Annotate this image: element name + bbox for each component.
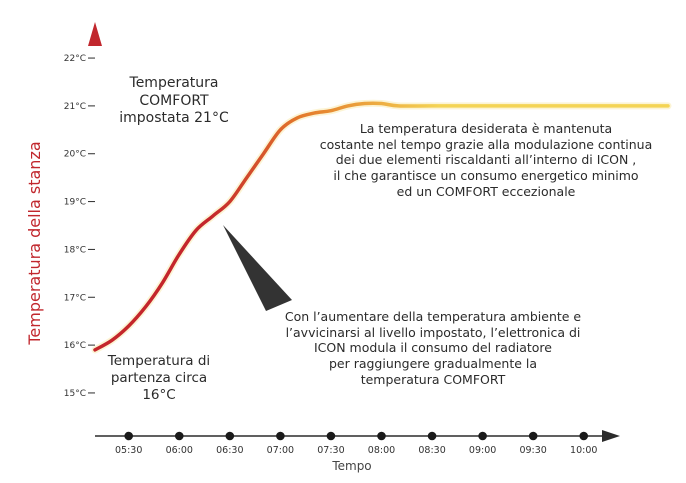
y-tick-label: 15°C — [64, 389, 86, 399]
x-tick-label: 10:00 — [570, 445, 597, 456]
approach-line-4: per raggiungere gradualmente la — [328, 355, 538, 371]
x-tick-label: 05:30 — [115, 445, 142, 456]
y-tick-label: 16°C — [64, 341, 86, 351]
approach-line-2: l’avvicinarsi al livello impostato, l’el… — [285, 324, 581, 340]
y-tick-label: 18°C — [64, 245, 86, 255]
x-tick-label: 09:30 — [519, 445, 546, 456]
x-tick-label: 09:00 — [469, 445, 496, 456]
x-tick-dot — [326, 431, 336, 441]
comfort-annotation: Temperatura COMFORT impostata 21°C — [104, 75, 244, 128]
x-tick-dot — [377, 431, 386, 441]
approach-line-3: ICON modula il consumo del radiatore — [313, 340, 552, 356]
y-axis-arrow — [88, 22, 102, 46]
maintained-line-3: dei due elementi riscaldanti all’interno… — [335, 152, 637, 168]
y-tick-label: 17°C — [64, 293, 86, 303]
x-tick-label: 06:00 — [166, 445, 193, 456]
maintained-line-2: costante nel tempo grazie alla modulazio… — [319, 136, 653, 152]
comfort-line-1: Temperatura — [129, 75, 219, 91]
start-line-2: partenza circa — [110, 369, 208, 386]
x-tick-label: 07:00 — [267, 445, 294, 456]
maintained-line-1: La temperatura desiderata è mantenuta — [359, 121, 613, 136]
x-tick-label: 08:00 — [368, 445, 395, 456]
y-tick-label: 19°C — [64, 198, 86, 208]
x-tick-label: 08:30 — [418, 445, 445, 456]
approach-line-1: Con l’aumentare della temperatura ambien… — [284, 309, 582, 324]
maintained-line-5: ed un COMFORT eccezionale — [396, 183, 576, 199]
comfort-line-3: impostata 21°C — [119, 110, 229, 126]
approach-annotation: Con l’aumentare della temperatura ambien… — [263, 309, 603, 387]
start-annotation: Temperatura di partenza circa 16°C — [97, 353, 221, 404]
y-axis-ticks: 15°C 16°C 17°C 18°C 19°C 20°C 21°C 22°C — [64, 54, 95, 399]
temperature-curve — [93, 101, 670, 352]
y-tick-label: 20°C — [64, 150, 86, 160]
maintained-line-4: il che garantisce un consumo energetico … — [333, 167, 639, 183]
approach-line-5: temperatura COMFORT — [360, 371, 506, 387]
start-line-1: Temperatura di — [107, 353, 211, 369]
x-axis-ticks: 05:30 06:00 06:30 07:00 07:30 08:00 08:30 09:00… — [115, 431, 597, 456]
maintained-annotation: La temperatura desiderata è mantenuta co… — [306, 121, 666, 199]
x-tick-dot — [225, 431, 235, 441]
x-tick-dot — [478, 431, 487, 441]
y-tick-label: 22°C — [64, 54, 86, 64]
x-tick-label: 06:30 — [216, 445, 243, 456]
x-axis-label: Tempo — [331, 459, 371, 473]
start-line-3: 16°C — [142, 386, 176, 403]
y-tick-label: 21°C — [64, 102, 86, 112]
x-tick-dot — [174, 431, 184, 441]
callout-pointer — [223, 225, 292, 311]
x-tick-dot — [528, 431, 538, 441]
x-tick-dot — [579, 431, 589, 441]
x-tick-label: 07:30 — [317, 445, 344, 456]
comfort-line-2: COMFORT — [139, 92, 209, 109]
y-axis-label: Temperatura della stanza — [25, 141, 44, 345]
x-axis-arrow — [602, 430, 620, 442]
x-tick-dot — [427, 431, 437, 441]
x-tick-dot — [276, 431, 285, 441]
x-tick-dot — [124, 431, 134, 441]
